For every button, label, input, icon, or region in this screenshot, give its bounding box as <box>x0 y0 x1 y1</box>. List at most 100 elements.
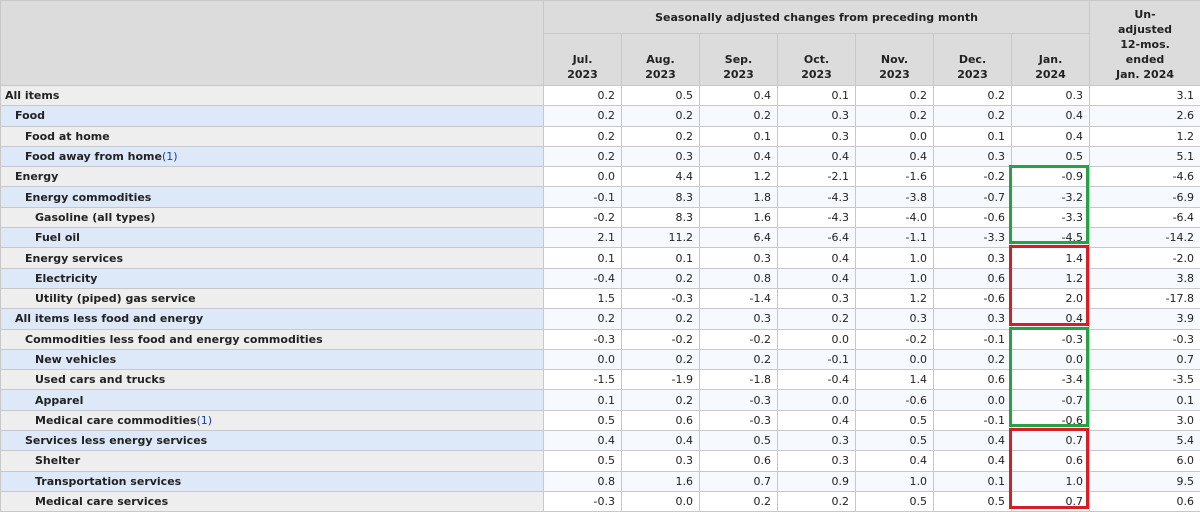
row-label: Used cars and trucks <box>1 370 544 390</box>
monthly-change-cell: 0.4 <box>778 410 856 430</box>
monthly-change-cell: -0.6 <box>856 390 934 410</box>
monthly-change-cell: -0.1 <box>934 329 1012 349</box>
monthly-change-cell: 1.0 <box>1012 471 1090 491</box>
monthly-change-cell: -0.1 <box>778 349 856 369</box>
monthly-change-cell: -1.1 <box>856 228 934 248</box>
monthly-change-cell: 0.2 <box>544 106 622 126</box>
monthly-change-cell: -0.3 <box>1012 329 1090 349</box>
monthly-change-cell: 0.6 <box>934 370 1012 390</box>
unadjusted-value-cell: -14.2 <box>1090 228 1200 248</box>
row-label-text: Transportation services <box>35 475 181 488</box>
monthly-change-cell: 0.3 <box>622 451 700 471</box>
monthly-change-cell: 0.5 <box>544 451 622 471</box>
monthly-change-cell: 1.0 <box>856 248 934 268</box>
monthly-change-cell: 0.2 <box>700 349 778 369</box>
monthly-change-cell: 1.8 <box>700 187 778 207</box>
monthly-change-cell: -4.5 <box>1012 228 1090 248</box>
row-label: Transportation services <box>1 471 544 491</box>
row-label-text: Commodities less food and energy commodi… <box>25 333 323 346</box>
monthly-change-cell: 0.2 <box>544 86 622 106</box>
unadjusted-value-cell: 3.8 <box>1090 268 1200 288</box>
unadjusted-value-cell: 9.5 <box>1090 471 1200 491</box>
monthly-change-cell: 0.5 <box>856 410 934 430</box>
monthly-change-cell: 0.1 <box>544 390 622 410</box>
monthly-change-cell: -0.4 <box>778 370 856 390</box>
monthly-change-cell: 0.4 <box>856 451 934 471</box>
monthly-change-cell: 0.2 <box>622 349 700 369</box>
monthly-change-cell: 1.6 <box>700 207 778 227</box>
monthly-change-cell: 0.2 <box>778 309 856 329</box>
monthly-change-cell: -1.8 <box>700 370 778 390</box>
monthly-change-cell: -0.2 <box>700 329 778 349</box>
table-row: Commodities less food and energy commodi… <box>1 329 1200 349</box>
monthly-change-cell: 2.1 <box>544 228 622 248</box>
footnote-link[interactable]: (1) <box>197 414 213 427</box>
row-label: Food away from home(1) <box>1 146 544 166</box>
monthly-change-cell: -0.2 <box>544 207 622 227</box>
monthly-change-cell: 0.2 <box>544 126 622 146</box>
monthly-change-cell: 0.4 <box>1012 106 1090 126</box>
row-label-text: Energy services <box>25 252 123 265</box>
monthly-change-cell: 0.1 <box>778 86 856 106</box>
monthly-change-cell: -0.3 <box>622 288 700 308</box>
row-label-text: New vehicles <box>35 353 116 366</box>
monthly-change-cell: 1.5 <box>544 288 622 308</box>
monthly-change-cell: -0.6 <box>934 288 1012 308</box>
monthly-change-cell: 0.0 <box>856 349 934 369</box>
month-header-jan-2024: Jan.2024 <box>1012 34 1090 86</box>
monthly-change-cell: 0.4 <box>778 146 856 166</box>
monthly-change-cell: -0.3 <box>544 329 622 349</box>
row-label-text: Apparel <box>35 394 83 407</box>
monthly-change-cell: 1.2 <box>856 288 934 308</box>
footnote-link[interactable]: (1) <box>162 150 178 163</box>
unadjusted-value-cell: 0.1 <box>1090 390 1200 410</box>
month-header-oct-2023: Oct.2023 <box>778 34 856 86</box>
unadjusted-value-cell: -3.5 <box>1090 370 1200 390</box>
monthly-change-cell: -4.3 <box>778 187 856 207</box>
monthly-change-cell: 0.0 <box>856 126 934 146</box>
row-label-text: Services less energy services <box>25 434 207 447</box>
monthly-change-cell: 0.4 <box>778 268 856 288</box>
unadjusted-value-cell: -6.4 <box>1090 207 1200 227</box>
row-label-text: Food <box>15 109 45 122</box>
monthly-change-cell: -3.4 <box>1012 370 1090 390</box>
month-header-jul-2023: Jul.2023 <box>544 34 622 86</box>
monthly-change-cell: 0.2 <box>544 309 622 329</box>
monthly-change-cell: 0.6 <box>622 410 700 430</box>
monthly-change-cell: 0.5 <box>1012 146 1090 166</box>
unadjusted-value-cell: -0.3 <box>1090 329 1200 349</box>
row-label: Shelter <box>1 451 544 471</box>
unadjusted-12mo-header: Un- adjusted 12-mos. ended Jan. 2024 <box>1090 1 1200 86</box>
unadjusted-value-cell: 0.7 <box>1090 349 1200 369</box>
monthly-change-cell: -0.7 <box>934 187 1012 207</box>
monthly-change-cell: 0.0 <box>544 349 622 369</box>
monthly-change-cell: 0.8 <box>700 268 778 288</box>
monthly-change-cell: 0.3 <box>778 288 856 308</box>
row-label: Utility (piped) gas service <box>1 288 544 308</box>
unadjusted-value-cell: 3.1 <box>1090 86 1200 106</box>
row-label-text: All items <box>5 89 59 102</box>
monthly-change-cell: 1.0 <box>856 471 934 491</box>
monthly-change-cell: -2.1 <box>778 167 856 187</box>
unadjusted-value-cell: 3.9 <box>1090 309 1200 329</box>
row-label-text: Food away from home <box>25 150 162 163</box>
row-label: All items less food and energy <box>1 309 544 329</box>
row-label: Medical care commodities(1) <box>1 410 544 430</box>
row-label: Gasoline (all types) <box>1 207 544 227</box>
row-label-text: Energy commodities <box>25 191 151 204</box>
unadjusted-value-cell: 2.6 <box>1090 106 1200 126</box>
row-label: Apparel <box>1 390 544 410</box>
unadjusted-value-cell: 6.0 <box>1090 451 1200 471</box>
monthly-change-cell: -0.3 <box>700 390 778 410</box>
monthly-change-cell: 0.0 <box>934 390 1012 410</box>
